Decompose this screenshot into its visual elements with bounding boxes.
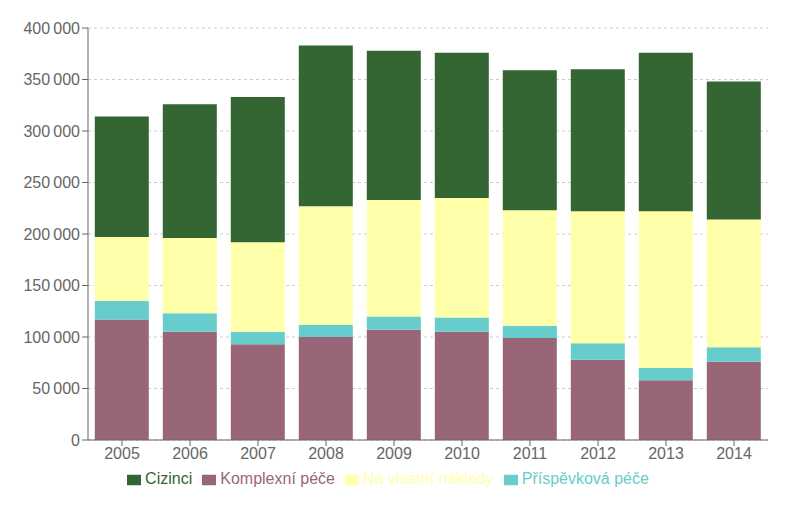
svg-text:150 000: 150 000	[23, 277, 80, 294]
svg-text:2009: 2009	[376, 445, 412, 462]
svg-text:100 000: 100 000	[23, 329, 80, 346]
html-text:Komplexní péče: Komplexní péče	[220, 470, 335, 487]
svg-text:2006: 2006	[172, 445, 208, 462]
svg-text:2013: 2013	[648, 445, 684, 462]
svg-text:200 000: 200 000	[23, 226, 80, 243]
svg-text:250 000: 250 000	[23, 174, 80, 191]
svg-text:2010: 2010	[444, 445, 480, 462]
svg-text:2008: 2008	[308, 445, 344, 462]
svg-text:2014: 2014	[716, 445, 752, 462]
html-text:Příspěvková péče: Příspěvková péče	[521, 470, 649, 487]
svg-text:2007: 2007	[240, 445, 276, 462]
svg-text:50 000: 50 000	[32, 380, 80, 397]
html-text:Na vlastní náklady: Na vlastní náklady	[363, 470, 494, 487]
svg-text:2011: 2011	[513, 445, 548, 462]
svg-text:300 000: 300 000	[23, 123, 80, 140]
svg-text:2005: 2005	[104, 445, 140, 462]
html-text:Cizinci: Cizinci	[145, 470, 193, 487]
svg-text:2012: 2012	[580, 445, 616, 462]
svg-text:400 000: 400 000	[23, 20, 80, 37]
svg-text:0: 0	[71, 432, 80, 449]
svg-text:350 000: 350 000	[23, 71, 80, 88]
